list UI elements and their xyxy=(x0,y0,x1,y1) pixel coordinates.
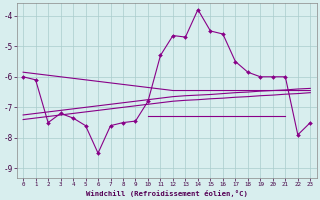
X-axis label: Windchill (Refroidissement éolien,°C): Windchill (Refroidissement éolien,°C) xyxy=(86,190,248,197)
